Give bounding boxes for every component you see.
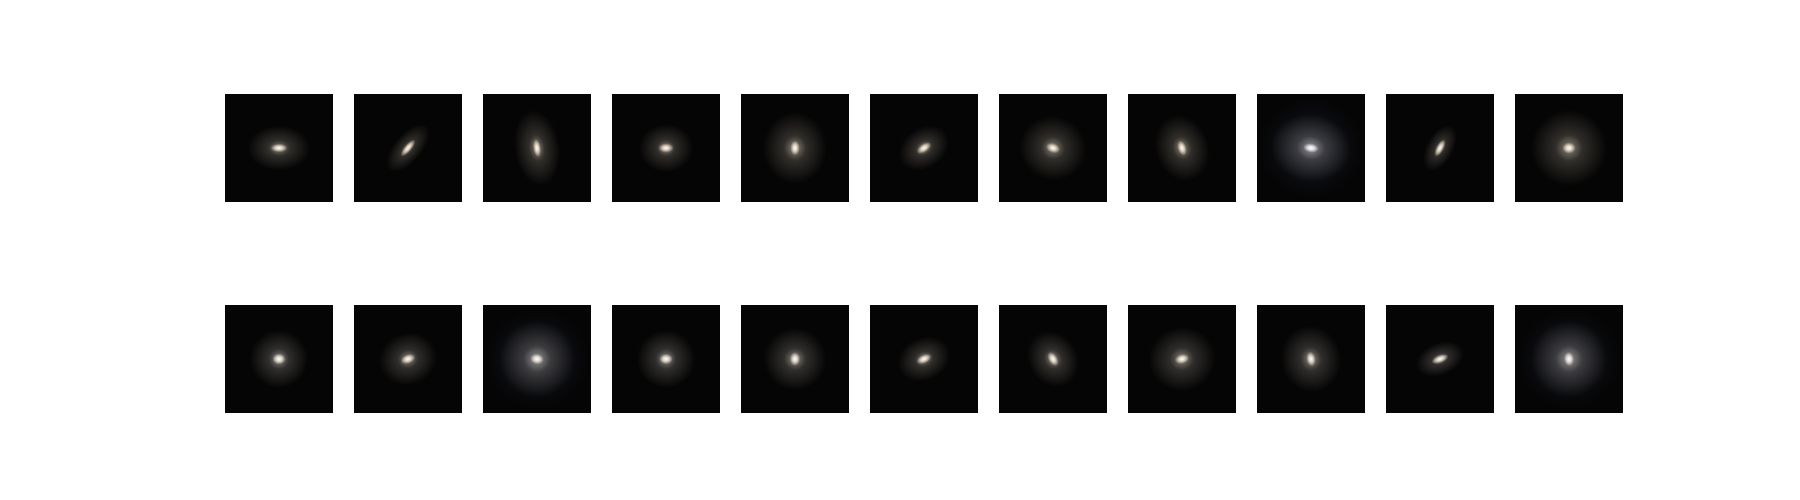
galaxy-image <box>354 305 462 413</box>
galaxy-image <box>1515 94 1623 202</box>
galaxy-thumbnail <box>612 305 720 413</box>
galaxy-thumbnail <box>1386 305 1494 413</box>
galaxy-thumbnail <box>870 305 978 413</box>
galaxy-image <box>870 94 978 202</box>
galaxy-thumbnail <box>1386 94 1494 202</box>
galaxy-thumbnail <box>1128 305 1236 413</box>
galaxy-image <box>225 305 333 413</box>
galaxy-image <box>225 94 333 202</box>
galaxy-image <box>483 305 591 413</box>
galaxy-image <box>1128 94 1236 202</box>
galaxy-image <box>1515 305 1623 413</box>
galaxy-image <box>612 305 720 413</box>
galaxy-thumbnail <box>870 94 978 202</box>
galaxy-image <box>354 94 462 202</box>
galaxy-thumbnail <box>741 305 849 413</box>
galaxy-image <box>1257 94 1365 202</box>
galaxy-image <box>612 94 720 202</box>
galaxy-image <box>870 305 978 413</box>
galaxy-thumbnail <box>741 94 849 202</box>
galaxy-thumbnail <box>483 94 591 202</box>
galaxy-thumbnail <box>1257 94 1365 202</box>
galaxy-thumbnail <box>999 94 1107 202</box>
galaxy-image <box>741 305 849 413</box>
galaxy-thumbnail <box>354 305 462 413</box>
galaxy-image <box>1386 94 1494 202</box>
galaxy-thumbnail <box>999 305 1107 413</box>
galaxy-image <box>1386 305 1494 413</box>
galaxy-thumbnail <box>483 305 591 413</box>
galaxy-thumbnail <box>1257 305 1365 413</box>
galaxy-image <box>483 94 591 202</box>
galaxy-thumbnail <box>1515 94 1623 202</box>
galaxy-thumbnail <box>1128 94 1236 202</box>
galaxy-image <box>1257 305 1365 413</box>
galaxy-thumbnail <box>612 94 720 202</box>
galaxy-image <box>999 305 1107 413</box>
galaxy-image <box>741 94 849 202</box>
galaxy-image <box>1128 305 1236 413</box>
galaxy-thumbnail <box>225 305 333 413</box>
galaxy-thumbnail <box>354 94 462 202</box>
galaxy-image <box>999 94 1107 202</box>
galaxy-thumbnail <box>225 94 333 202</box>
galaxy-thumbnail <box>1515 305 1623 413</box>
